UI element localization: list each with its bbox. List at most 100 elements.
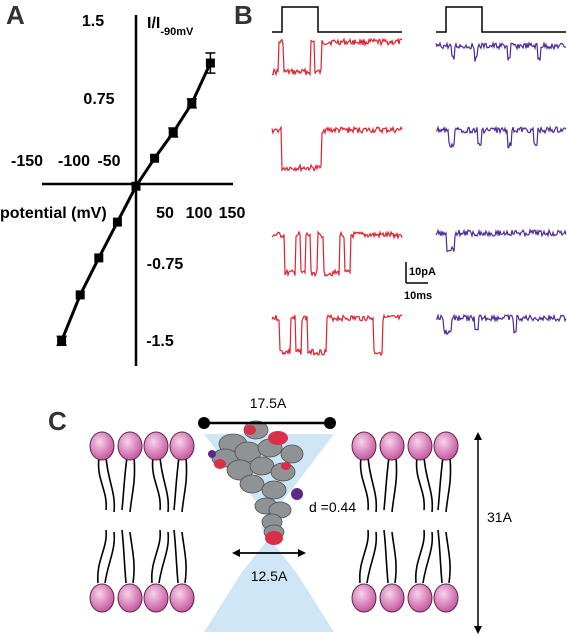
lipid-tail	[97, 456, 107, 511]
voltage-step-left	[272, 6, 402, 33]
height-label: 31A	[487, 509, 513, 525]
y-tick-label: -0.75	[147, 256, 184, 273]
lipid-head	[407, 583, 433, 613]
x-tick-label: 100	[186, 205, 213, 222]
lipid-tail	[129, 456, 136, 513]
lipid-head	[407, 431, 433, 461]
lipid-tail	[173, 529, 179, 584]
lipid-tail	[359, 456, 369, 511]
lipid-tail	[391, 456, 398, 513]
lipid-tail	[383, 529, 389, 584]
y-tick-label: -1.5	[146, 333, 174, 350]
lipid-tail	[121, 529, 127, 584]
lipid-tail	[181, 531, 187, 584]
data-point	[168, 127, 178, 137]
y-tick-label: 1.5	[82, 13, 104, 30]
data-point	[94, 253, 104, 263]
current-trace	[271, 230, 403, 278]
lipid-head	[351, 431, 377, 461]
lipid-tail	[445, 531, 451, 584]
data-point	[205, 58, 215, 68]
lipid-head	[351, 583, 377, 613]
lipid-tail	[159, 456, 170, 513]
top-width-endcap	[324, 417, 336, 429]
lipid-tail	[391, 531, 397, 584]
lipid-head	[379, 431, 405, 461]
panel-label-c: C	[48, 406, 67, 436]
lipid-tail	[367, 456, 378, 513]
lipid-head	[117, 583, 143, 613]
lipid-tail	[104, 531, 116, 584]
data-point	[131, 181, 141, 191]
lipid-head	[89, 431, 115, 461]
lipid-tail	[423, 456, 434, 513]
iv-chart: 1.5 0.75 -0.75 -1.5 -150 -100 -50 50 100…	[0, 13, 245, 366]
lipid-head	[169, 583, 195, 613]
lipid-head	[379, 583, 405, 613]
top-width-label: 17.5A	[250, 395, 287, 411]
height-arrow	[474, 626, 482, 634]
voltage-step-right	[436, 6, 566, 33]
data-point	[75, 290, 85, 300]
lipid-bilayers	[89, 431, 459, 613]
x-tick-label: -50	[97, 153, 120, 170]
chart-marks	[56, 52, 216, 347]
molecule	[208, 420, 304, 545]
distance-label: d =0.44	[309, 499, 356, 515]
lipid-tail	[415, 529, 425, 584]
current-trace	[435, 41, 567, 62]
x-tick-label: -100	[58, 153, 90, 170]
lipid-tail	[173, 456, 180, 511]
lipid-head	[433, 583, 459, 613]
membrane-diagram: 17.5A 12.5A d =0.44 31A	[89, 395, 513, 634]
y-axis-label: I/I-90mV	[147, 15, 194, 38]
lipid-tail	[366, 531, 378, 584]
lipid-tail	[437, 529, 443, 584]
lipid-tail	[151, 529, 161, 584]
x-axis-label: potential (mV)	[0, 205, 107, 222]
scale-time-label: 10ms	[404, 290, 432, 302]
traces-panel: 10pA 10ms	[271, 6, 567, 357]
lipid-tail	[359, 529, 369, 584]
lipid-tail	[445, 456, 452, 513]
y-tick-label: 0.75	[83, 91, 114, 108]
lipid-head	[89, 583, 115, 613]
data-point	[150, 153, 160, 163]
lipid-tail	[129, 531, 135, 584]
current-trace	[271, 313, 403, 357]
lipid-head	[433, 431, 459, 461]
lipid-tail	[422, 531, 434, 584]
top-width-endcap	[198, 417, 210, 429]
current-trace	[435, 125, 567, 149]
lipid-tail	[383, 456, 390, 511]
x-tick-label: 50	[156, 205, 174, 222]
data-point	[187, 98, 197, 108]
lipid-tail	[151, 456, 161, 511]
lipid-tail	[97, 529, 107, 584]
lipid-tail	[415, 456, 425, 511]
x-tick-label: 150	[219, 205, 246, 222]
bottom-width-label: 12.5A	[251, 568, 288, 584]
bottom-width-arrow	[232, 549, 240, 557]
current-trace	[271, 125, 403, 173]
height-arrow	[474, 432, 482, 440]
lipid-tail	[437, 456, 444, 511]
scale-current-label: 10pA	[409, 266, 436, 278]
lipid-tail	[105, 456, 116, 513]
current-trace	[271, 37, 403, 77]
lipid-head	[117, 431, 143, 461]
x-tick-label: -150	[11, 153, 43, 170]
panel-label-b: B	[234, 0, 253, 30]
data-point	[57, 336, 67, 346]
lipid-tail	[121, 456, 128, 511]
current-trace	[435, 228, 567, 253]
current-traces	[271, 37, 567, 357]
lipid-head	[143, 583, 169, 613]
lipid-tail	[158, 531, 170, 584]
data-point	[112, 217, 122, 227]
bottom-width-arrow	[298, 549, 306, 557]
lipid-tail	[181, 456, 188, 513]
lipid-head	[143, 431, 169, 461]
current-trace	[435, 313, 567, 336]
